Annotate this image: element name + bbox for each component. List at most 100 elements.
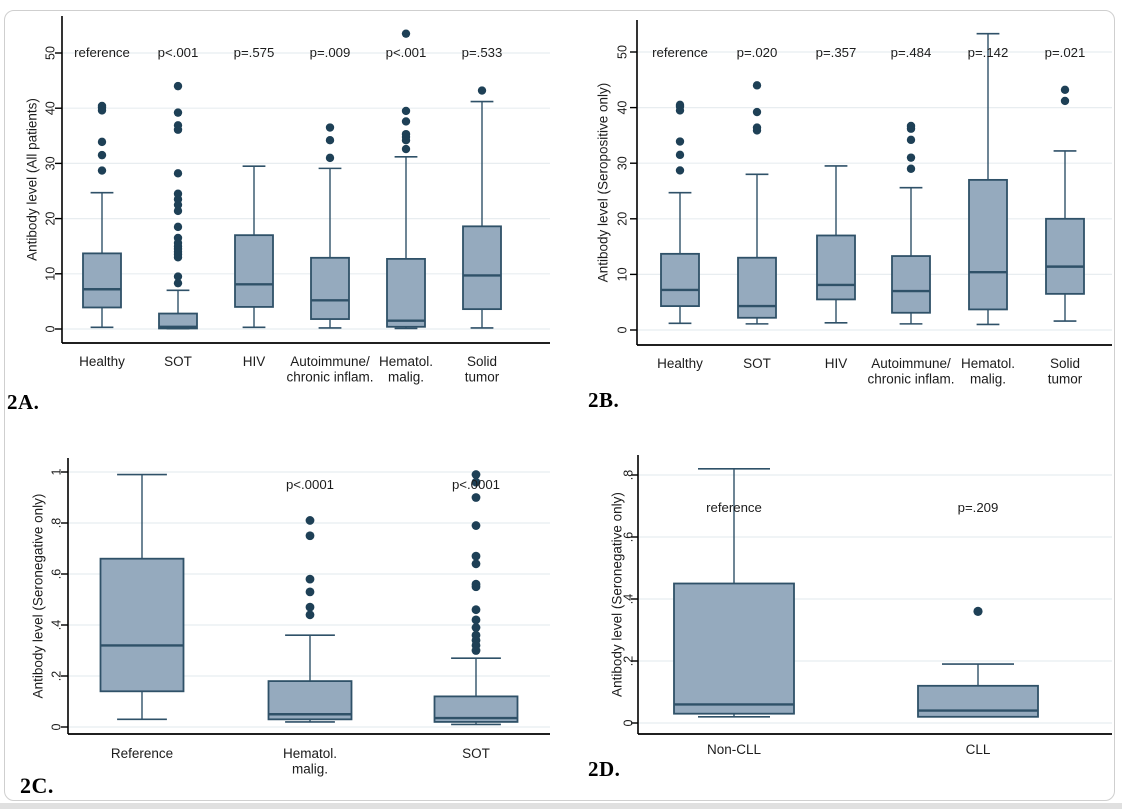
box-plot-2a-6: [462, 86, 502, 329]
p-value-label: p=.533: [462, 45, 503, 60]
outlier-dot: [305, 574, 315, 584]
iqr-box: [891, 255, 931, 314]
box-plot-2a-5: [386, 29, 426, 330]
outlier-dot: [173, 108, 183, 117]
outlier-dot: [97, 137, 107, 147]
box-plot-2a-1: [82, 101, 122, 329]
category-label: malig.: [292, 762, 328, 777]
outlier-dot: [675, 150, 685, 160]
y-axis-title: Antibody level (Seropositive only): [596, 83, 611, 283]
y-tick-label: .6: [49, 569, 63, 579]
iqr-box: [816, 234, 856, 301]
category-label: Non-CLL: [707, 742, 762, 757]
box-plot-2d-1: [673, 467, 795, 718]
panel-label-2c: 2C.: [20, 773, 54, 798]
outlier-dot: [906, 121, 916, 131]
iqr-box: [1045, 217, 1085, 295]
y-axis-title: Antibody level (Seronegative only): [610, 492, 625, 697]
outlier-dot: [305, 610, 315, 620]
outlier-dot: [471, 615, 481, 625]
y-tick-label: 30: [43, 156, 57, 170]
category-label: tumor: [465, 370, 500, 385]
outlier-dot: [173, 206, 183, 216]
y-tick-label: .4: [49, 620, 63, 630]
outlier-dot: [97, 150, 107, 160]
outlier-dot: [173, 222, 183, 232]
box-plot-2b-3: [816, 165, 856, 324]
category-label: Autoimmune/: [290, 354, 370, 369]
category-label: Solid: [1050, 356, 1080, 371]
y-tick-label: 20: [43, 212, 57, 226]
iqr-box: [158, 312, 198, 330]
y-tick-label: 20: [615, 212, 629, 226]
category-label: HIV: [825, 356, 848, 371]
outlier-dot: [97, 101, 107, 111]
reference-label: reference: [706, 500, 762, 515]
y-tick-label: .4: [621, 594, 635, 604]
category-label: Hematol.: [379, 354, 433, 369]
category-label: Hematol.: [283, 746, 337, 761]
outlier-dot: [305, 531, 315, 541]
outlier-dot: [401, 144, 411, 154]
box-plot-2c-2: [267, 516, 353, 723]
iqr-box: [386, 257, 426, 328]
y-tick-label: .8: [621, 470, 635, 480]
p-value-label: p<.001: [386, 45, 427, 60]
category-label: tumor: [1048, 372, 1083, 387]
category-label: SOT: [462, 746, 490, 761]
p-value-label: p<.001: [158, 45, 199, 60]
outlier-dot: [173, 121, 183, 130]
outlier-dot: [471, 559, 481, 569]
category-label: chronic inflam.: [867, 372, 954, 387]
iqr-box: [99, 557, 185, 693]
y-tick-label: 40: [43, 101, 57, 115]
outlier-dot: [752, 123, 762, 132]
y-axis-title: Antibody level (All patients): [25, 98, 40, 261]
box-plot-2c-3: [433, 470, 519, 726]
panel-2b-plot: 0 10 20 30 40 50 Antibody level (Seropositive …: [596, 20, 1112, 387]
outlier-dot: [401, 117, 411, 126]
category-label: Healthy: [79, 354, 125, 369]
outlier-dot: [401, 129, 411, 139]
outlier-dot: [471, 579, 481, 589]
reference-label: reference: [74, 45, 130, 60]
y-tick-label: 50: [615, 45, 629, 59]
outlier-dot: [325, 123, 335, 132]
box-plot-2d-2: [917, 606, 1039, 718]
y-tick-label: 0: [615, 326, 629, 333]
outlier-dot: [906, 164, 916, 173]
p-value-label: p=.021: [1045, 45, 1086, 60]
outlier-dot: [305, 587, 315, 597]
p-value-label: p<.0001: [452, 477, 500, 492]
iqr-box: [267, 680, 353, 721]
y-tick-label: 1: [49, 468, 63, 475]
y-tick-label: 0: [49, 723, 63, 730]
p-value-label: p=.484: [891, 45, 932, 60]
outlier-dot: [471, 477, 481, 487]
outlier-dot: [173, 169, 183, 178]
box-plot-2c-1: [99, 473, 185, 721]
iqr-box: [917, 684, 1039, 718]
box-plot-2b-6: [1045, 85, 1085, 322]
outlier-dot: [477, 86, 487, 95]
outlier-dot: [471, 551, 481, 561]
category-label: SOT: [743, 356, 771, 371]
outlier-dot: [471, 623, 481, 632]
outlier-dot: [97, 166, 107, 175]
p-value-label: p=.209: [958, 500, 999, 515]
box-plot-2b-1: [660, 100, 700, 325]
outlier-dot: [325, 136, 335, 145]
outlier-dot: [675, 137, 685, 146]
box-plot-2b-4: [891, 121, 931, 325]
iqr-box: [660, 252, 700, 307]
outlier-dot: [173, 278, 183, 288]
p-value-label: p=.575: [234, 45, 275, 60]
category-label: CLL: [966, 742, 991, 757]
outlier-dot: [906, 153, 916, 162]
box-plot-2b-5: [968, 32, 1008, 326]
category-label: SOT: [164, 354, 192, 369]
panel-label-2d: 2D.: [588, 757, 621, 781]
outlier-dot: [173, 81, 183, 91]
box-plot-2a-2: [158, 81, 198, 330]
